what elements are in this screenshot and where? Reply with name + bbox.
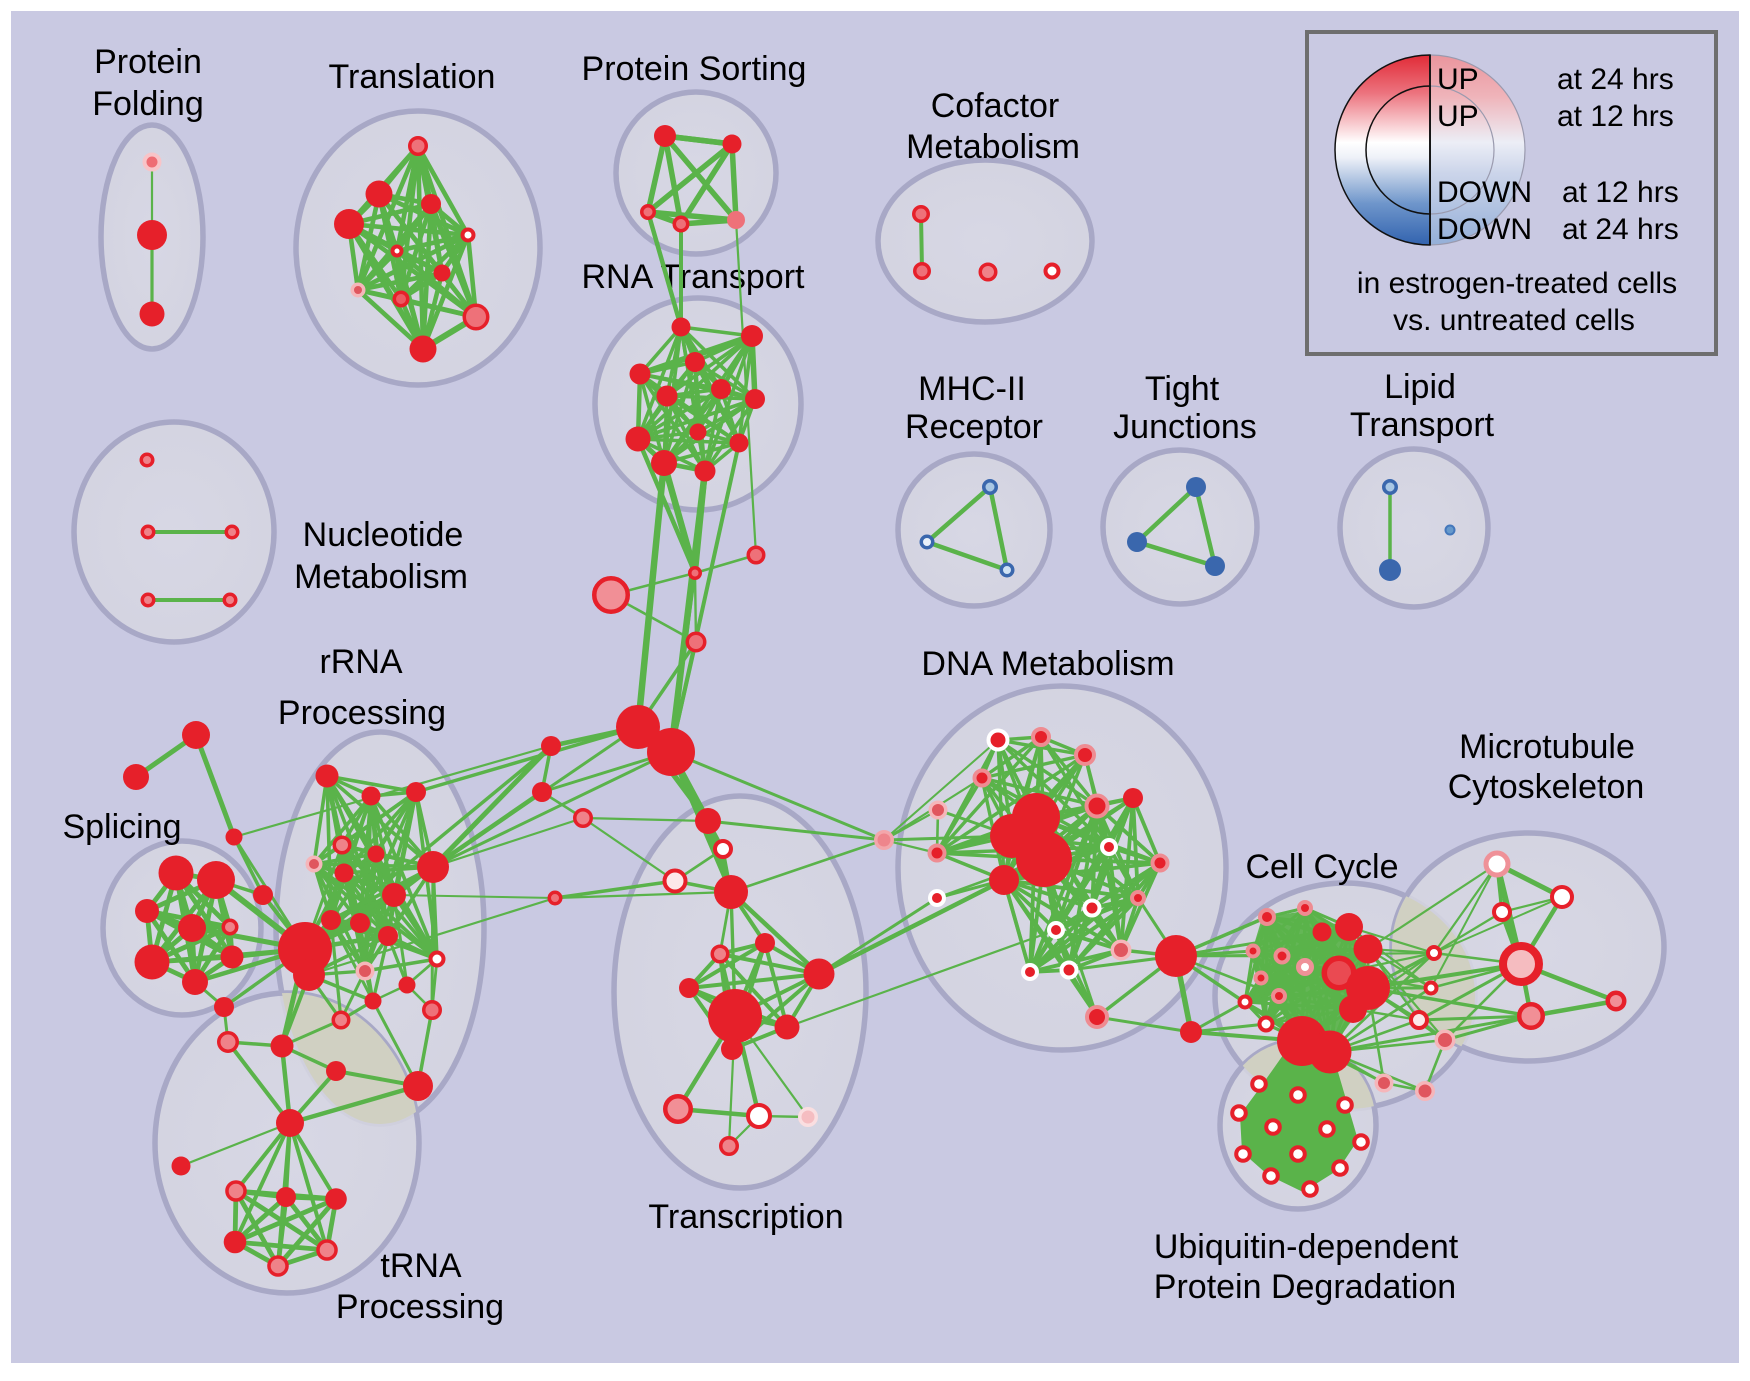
svg-text:Protein Sorting: Protein Sorting [582,50,807,88]
svg-text:Cytoskeleton: Cytoskeleton [1448,768,1645,806]
svg-text:Microtubule: Microtubule [1459,728,1635,766]
svg-text:Junctions: Junctions [1113,408,1257,446]
svg-text:Folding: Folding [92,85,204,123]
svg-text:Cell Cycle: Cell Cycle [1245,848,1398,886]
svg-text:rRNA: rRNA [319,643,402,681]
svg-text:in estrogen-treated cells: in estrogen-treated cells [1357,267,1677,300]
svg-text:UP: UP [1437,63,1479,96]
svg-text:Transcription: Transcription [648,1198,843,1236]
svg-text:Protein Degradation: Protein Degradation [1154,1268,1456,1306]
svg-text:MHC-II: MHC-II [918,370,1026,408]
svg-text:Nucleotide: Nucleotide [303,516,464,554]
svg-text:Receptor: Receptor [905,408,1043,446]
svg-text:Translation: Translation [329,58,496,96]
svg-text:Lipid: Lipid [1384,368,1456,406]
svg-text:at 24 hrs: at 24 hrs [1562,213,1679,246]
svg-text:Processing: Processing [336,1288,504,1326]
svg-text:DOWN: DOWN [1437,213,1532,246]
svg-text:DOWN: DOWN [1437,176,1532,209]
svg-text:at 12 hrs: at 12 hrs [1557,100,1674,133]
svg-text:Ubiquitin-dependent: Ubiquitin-dependent [1154,1228,1459,1266]
svg-text:tRNA: tRNA [380,1247,462,1285]
svg-text:Cofactor: Cofactor [931,87,1060,125]
svg-text:vs. untreated cells: vs. untreated cells [1393,304,1635,337]
svg-text:Protein: Protein [94,43,202,81]
svg-text:UP: UP [1437,100,1479,133]
svg-text:DNA Metabolism: DNA Metabolism [921,645,1174,683]
svg-text:Transport: Transport [1350,406,1495,444]
svg-text:Tight: Tight [1145,370,1220,408]
svg-text:Metabolism: Metabolism [294,558,468,596]
svg-text:RNA Transport: RNA Transport [582,258,806,296]
svg-text:Splicing: Splicing [62,808,181,846]
svg-text:at 24 hrs: at 24 hrs [1557,63,1674,96]
svg-text:at 12 hrs: at 12 hrs [1562,176,1679,209]
svg-text:Processing: Processing [278,694,446,732]
svg-text:Metabolism: Metabolism [906,128,1080,166]
